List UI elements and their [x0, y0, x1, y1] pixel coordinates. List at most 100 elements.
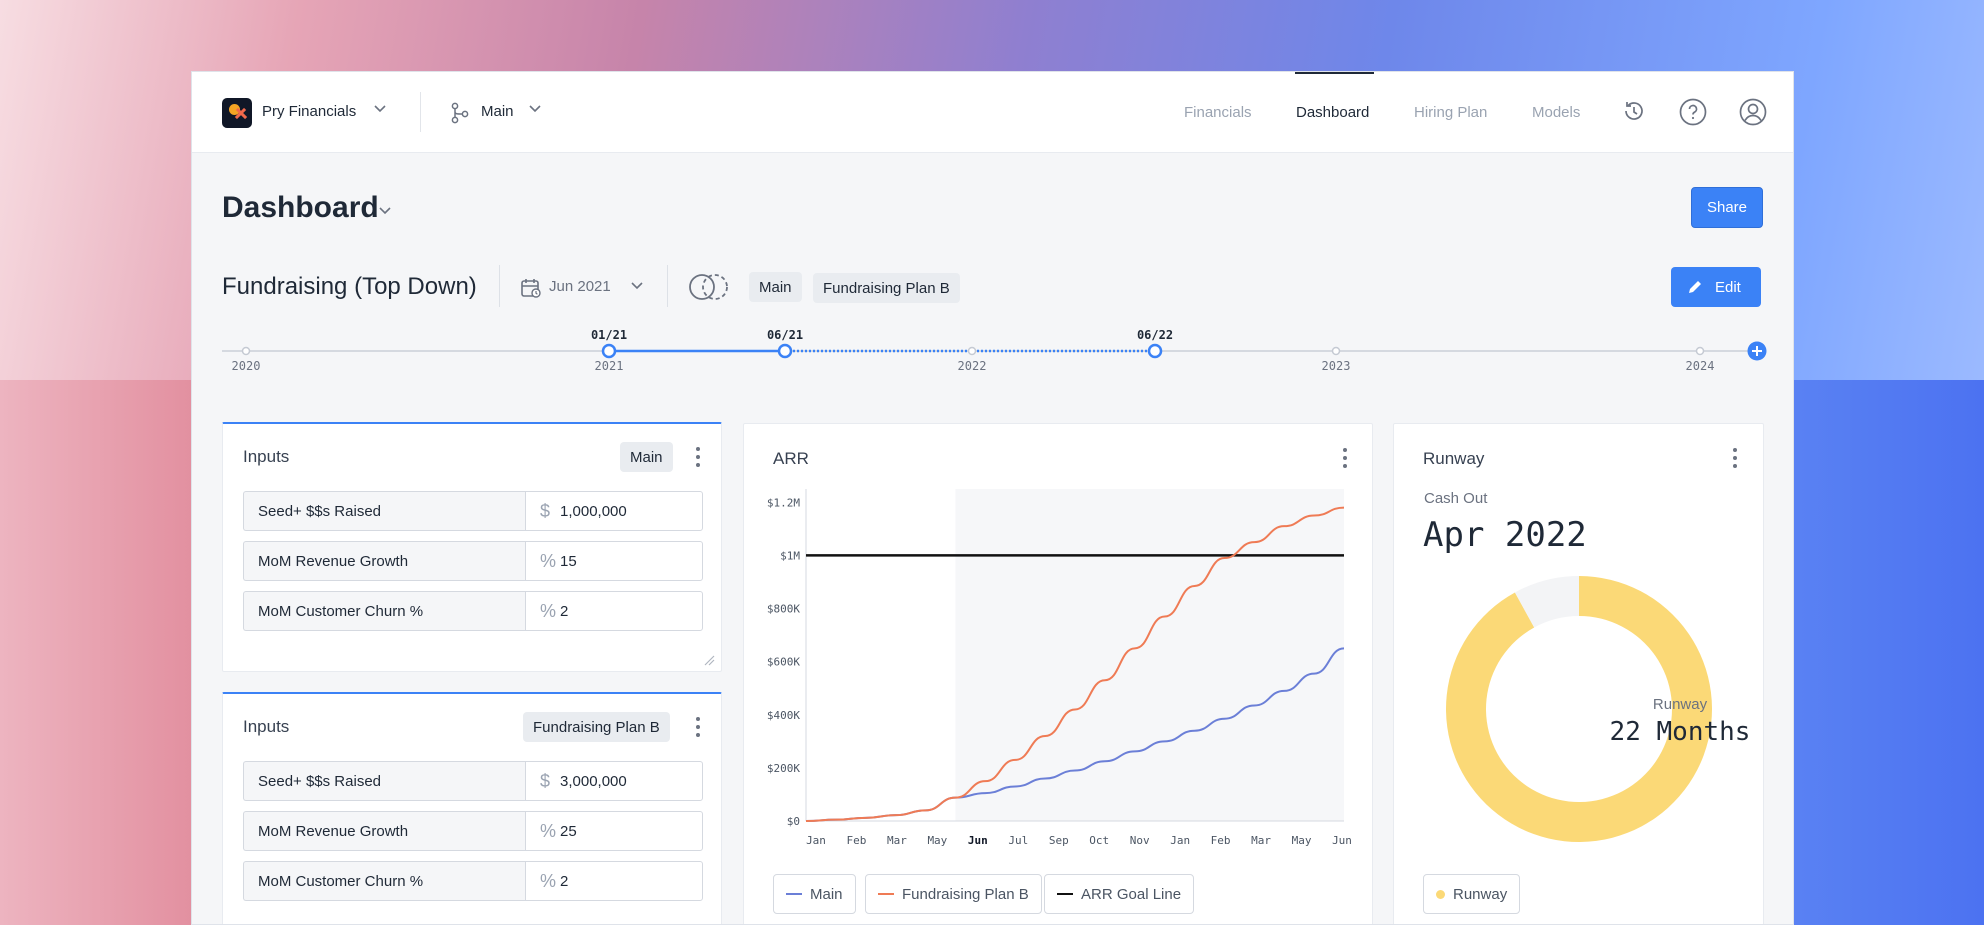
plus-icon [1752, 346, 1762, 356]
app-window: Pry Financials Main Financials Dashboard… [191, 71, 1794, 925]
scenario-tag: Fundraising Plan B [523, 712, 670, 742]
chevron-down-icon[interactable] [377, 202, 393, 218]
runway-center-value: 22 Months [1609, 717, 1751, 747]
history-icon[interactable] [1620, 97, 1648, 125]
timeline-marker-label: 06/21 [767, 328, 803, 342]
timeline-year-label: 2021 [595, 359, 624, 373]
input-label: MoM Revenue Growth [243, 541, 525, 581]
timeline-year-label: 2024 [1686, 359, 1715, 373]
more-options-icon[interactable] [696, 717, 702, 741]
share-button[interactable]: Share [1691, 187, 1763, 228]
dollar-icon: $ [540, 770, 551, 791]
input-value[interactable]: 3,000,000 [560, 772, 627, 790]
x-tick-label: Jan [1170, 834, 1190, 847]
x-tick-label: Oct [1089, 834, 1109, 847]
percent-icon: % [540, 600, 557, 621]
branch-icon [451, 102, 469, 124]
input-row: MoM Revenue Growth % 15 [243, 541, 703, 581]
resize-handle-icon[interactable] [703, 654, 715, 666]
scenario-timeline[interactable]: 01/21 06/21 06/22 2020 2021 2022 2023 20… [192, 322, 1794, 382]
tab-dashboard[interactable]: Dashboard [1296, 104, 1370, 121]
branch-name[interactable]: Main [481, 103, 514, 120]
y-tick-label: $1.2M [767, 496, 800, 509]
legend-label: Runway [1453, 885, 1508, 903]
runway-donut-chart [1446, 576, 1712, 842]
x-tick-label: Mar [887, 834, 907, 847]
tab-financials[interactable]: Financials [1184, 104, 1252, 121]
scenario-chip-plan-b[interactable]: Fundraising Plan B [813, 273, 960, 303]
input-value[interactable]: 25 [560, 822, 577, 840]
tab-models[interactable]: Models [1532, 104, 1581, 121]
edit-button[interactable]: Edit [1671, 267, 1761, 307]
scenario-chip-main[interactable]: Main [749, 272, 802, 302]
dollar-icon: $ [540, 500, 551, 521]
x-tick-label: May [927, 834, 947, 847]
calendar-icon[interactable] [520, 277, 542, 299]
timeline-tick [967, 346, 977, 356]
chevron-down-icon[interactable] [629, 277, 645, 293]
donut-slice-remaining [1514, 576, 1579, 628]
card-title: Inputs [243, 447, 290, 466]
input-field[interactable]: % 15 [525, 541, 703, 581]
timeline-marker-01-21 [601, 343, 617, 359]
y-tick-label: $0 [787, 815, 800, 828]
x-tick-label: Feb [847, 834, 867, 847]
arr-card: ARR $0 $200K $400K $600K $800K $1M $1.2M Jan Feb… [743, 423, 1373, 924]
date-selector[interactable]: Jun 2021 [549, 278, 611, 295]
chevron-down-icon[interactable] [527, 100, 543, 116]
x-tick-label: Sep [1049, 834, 1069, 847]
user-icon[interactable] [1738, 97, 1768, 127]
y-tick-label: $200K [767, 762, 800, 775]
card-title: Inputs [243, 717, 290, 736]
input-row: MoM Customer Churn % % 2 [243, 591, 703, 631]
x-tick-label: Jun [968, 834, 988, 847]
input-value[interactable]: 2 [560, 872, 569, 890]
app-logo [222, 98, 252, 128]
timeline-marker-label: 01/21 [591, 328, 627, 342]
input-label: Seed+ $$s Raised [243, 761, 525, 801]
input-field[interactable]: % 25 [525, 811, 703, 851]
timeline-year-label: 2022 [958, 359, 987, 373]
forecast-region [955, 489, 1344, 821]
compare-scenarios-icon[interactable] [687, 272, 731, 302]
input-value[interactable]: 15 [560, 552, 577, 570]
help-icon[interactable] [1678, 97, 1708, 127]
y-tick-label: $800K [767, 603, 800, 616]
input-field[interactable]: $3,000,000 [525, 761, 703, 801]
top-bar: Pry Financials Main Financials Dashboard… [192, 72, 1793, 153]
x-tick-label: May [1292, 834, 1312, 847]
tab-hiring-plan[interactable]: Hiring Plan [1414, 104, 1488, 121]
workspace-name[interactable]: Pry Financials [262, 103, 357, 120]
legend-item-runway[interactable]: Runway [1423, 874, 1521, 914]
chevron-down-icon[interactable] [372, 100, 388, 116]
donut-slice-runway [1446, 576, 1712, 842]
timeline-year-ticks [241, 346, 1705, 356]
x-tick-label: Nov [1130, 834, 1150, 847]
percent-icon: % [540, 870, 557, 891]
y-tick-label: $600K [767, 656, 800, 669]
legend-swatch [1057, 893, 1073, 895]
x-tick-label: Jan [806, 834, 826, 847]
scenario-tag: Main [620, 442, 673, 472]
more-options-icon[interactable] [1733, 448, 1739, 472]
input-row: Seed+ $$s Raised $3,000,000 [243, 761, 703, 801]
timeline-marker-06-22 [1147, 343, 1163, 359]
legend-item-goal-line[interactable]: ARR Goal Line [1044, 874, 1195, 914]
input-label: MoM Customer Churn % [243, 591, 525, 631]
more-options-icon[interactable] [696, 447, 702, 471]
x-tick-label: Jul [1008, 834, 1028, 847]
input-label: MoM Customer Churn % [243, 861, 525, 901]
arr-chart: $0 $200K $400K $600K $800K $1M $1.2M Jan Feb Mar M… [767, 489, 1352, 847]
input-field[interactable]: % 2 [525, 591, 703, 631]
divider [667, 265, 668, 307]
legend-item-plan-b[interactable]: Fundraising Plan B [865, 874, 1042, 914]
input-value[interactable]: 2 [560, 602, 569, 620]
input-field[interactable]: % 2 [525, 861, 703, 901]
input-value[interactable]: 1,000,000 [560, 502, 627, 520]
legend-item-main[interactable]: Main [773, 874, 856, 914]
x-tick-label: Jun [1332, 834, 1352, 847]
input-field[interactable]: $1,000,000 [525, 491, 703, 531]
timeline-year-label: 2023 [1322, 359, 1351, 373]
more-options-icon[interactable] [1343, 448, 1349, 472]
inputs-card-main: Inputs Main Seed+ $$s Raised $1,000,000 … [222, 422, 722, 672]
